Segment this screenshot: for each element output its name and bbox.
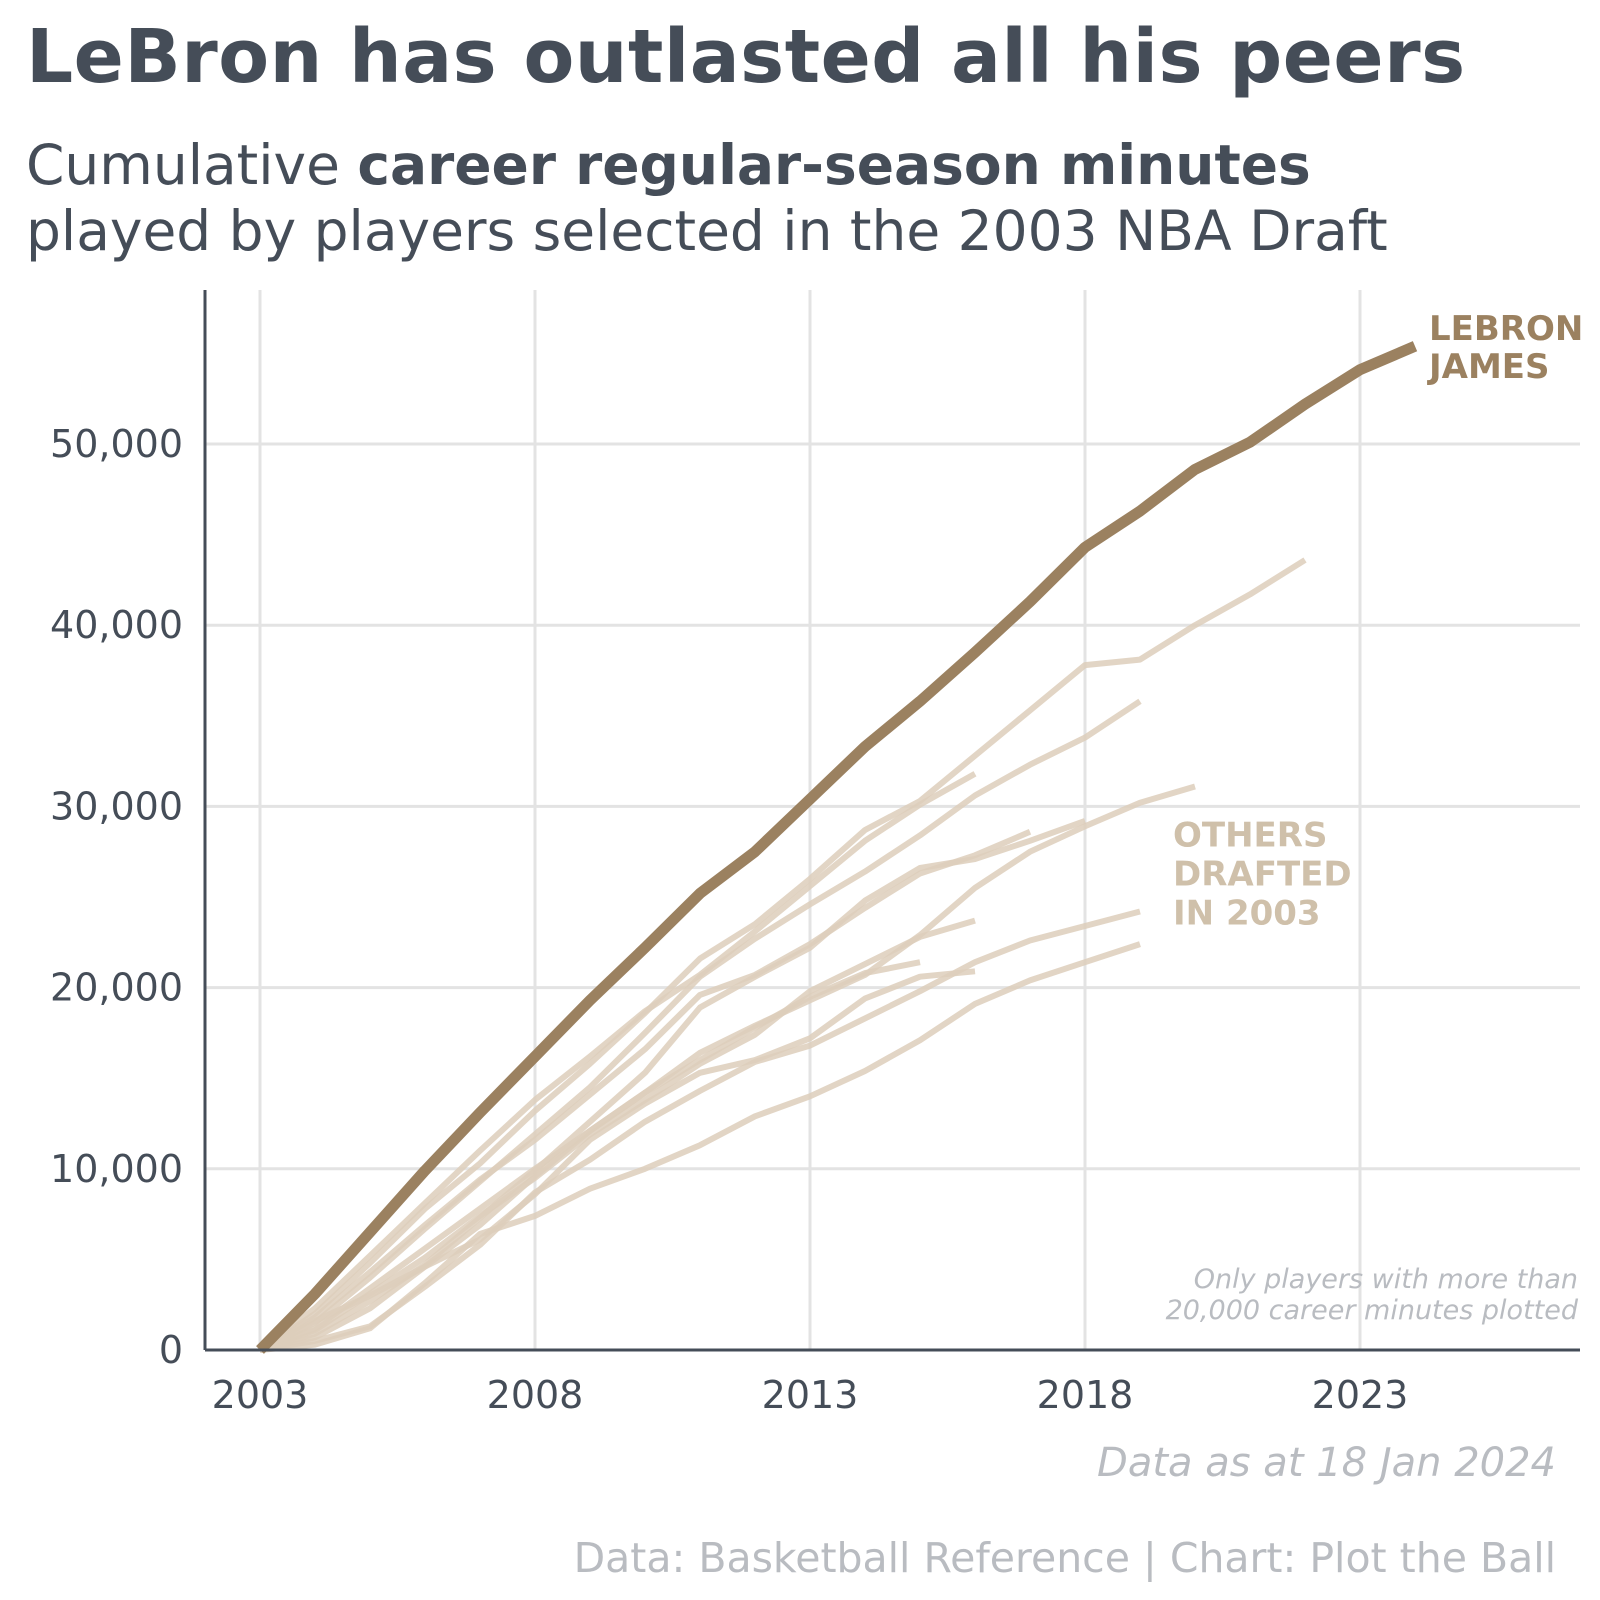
subtitle-line2: played by players selected in the 2003 N… bbox=[26, 199, 1388, 263]
axes: 0 10,000 20,000 30,000 40,000 50,000 2003 2008 2… bbox=[50, 290, 1580, 1417]
line-chart: 0 10,000 20,000 30,000 40,000 50,000 2003 2008 2… bbox=[50, 290, 1584, 1417]
series-line-other-player bbox=[258, 557, 1307, 1353]
y-tick-label: 20,000 bbox=[50, 966, 183, 1010]
chart-subtitle: Cumulative career regular-season minutes… bbox=[26, 132, 1388, 264]
series-line-other-player bbox=[258, 917, 976, 1353]
page-title: LeBron has outlasted all his peers bbox=[26, 14, 1466, 100]
x-tick-label: 2018 bbox=[1037, 1373, 1134, 1417]
x-tick-label: 2013 bbox=[762, 1373, 859, 1417]
lebron-label: LEBRON bbox=[1429, 309, 1583, 349]
others-label: OTHERS bbox=[1173, 815, 1327, 855]
series-line-other-player bbox=[258, 968, 976, 1353]
series-line-other-player bbox=[258, 829, 1032, 1353]
y-tick-label: 0 bbox=[159, 1328, 183, 1372]
series-line-other-player bbox=[258, 783, 1196, 1353]
y-tick-label: 10,000 bbox=[50, 1147, 183, 1191]
y-tick-label: 50,000 bbox=[50, 422, 183, 466]
x-tick-label: 2008 bbox=[487, 1373, 584, 1417]
x-tick-label: 2003 bbox=[212, 1373, 309, 1417]
subtitle-bold: career regular-season minutes bbox=[357, 133, 1311, 197]
series-line-other-player bbox=[259, 941, 1141, 1353]
others-label: DRAFTED bbox=[1173, 854, 1352, 894]
subtitle-plain: Cumulative bbox=[26, 133, 358, 197]
series-line-lebron-james bbox=[256, 341, 1418, 1354]
lebron-series-group bbox=[256, 341, 1418, 1354]
data-date-note: Data as at 18 Jan 2024 bbox=[1097, 1440, 1556, 1486]
others-series-group bbox=[258, 557, 1307, 1353]
lebron-label: JAMES bbox=[1427, 347, 1550, 387]
series-line-other-player bbox=[258, 771, 977, 1353]
plot-note: Only players with more than bbox=[1194, 1264, 1578, 1295]
others-label: IN 2003 bbox=[1173, 893, 1321, 933]
y-tick-label: 40,000 bbox=[50, 603, 183, 647]
series-line-other-player bbox=[259, 959, 921, 1353]
x-tick-label: 2023 bbox=[1312, 1373, 1409, 1417]
plot-note: 20,000 career minutes plotted bbox=[1166, 1295, 1579, 1326]
y-tick-label: 30,000 bbox=[50, 784, 183, 828]
source-credit: Data: Basketball Reference | Chart: Plot… bbox=[573, 1534, 1556, 1582]
